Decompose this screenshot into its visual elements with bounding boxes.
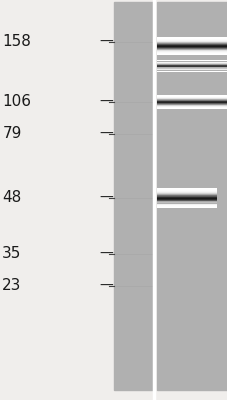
Bar [157, 45, 227, 46]
Bar [157, 191, 217, 192]
Bar [157, 193, 217, 194]
Bar [157, 48, 227, 49]
Bar [157, 40, 227, 41]
Bar [157, 41, 227, 42]
Bar [157, 43, 227, 44]
Bar [157, 194, 217, 195]
Bar [157, 47, 227, 48]
Bar [157, 50, 227, 51]
Text: 23: 23 [2, 278, 22, 294]
Bar [157, 201, 217, 202]
Text: —: — [99, 95, 112, 109]
Bar [157, 206, 217, 207]
Text: 48: 48 [2, 190, 21, 206]
Bar [157, 54, 227, 55]
Text: —: — [99, 35, 112, 49]
Bar [114, 2, 153, 390]
Bar [157, 195, 217, 196]
Bar [157, 199, 217, 200]
Text: —: — [99, 191, 112, 205]
Bar [157, 51, 227, 52]
Bar [157, 38, 227, 39]
Text: 79: 79 [2, 126, 22, 142]
Bar [157, 42, 227, 43]
Text: —: — [99, 279, 112, 293]
Bar [157, 205, 217, 206]
Bar [157, 198, 217, 199]
Bar [157, 196, 217, 197]
Bar [157, 204, 217, 205]
Bar [157, 200, 217, 201]
Bar [157, 39, 227, 40]
Bar [157, 37, 227, 38]
Text: 158: 158 [2, 34, 31, 50]
Bar [157, 190, 217, 191]
Bar [157, 203, 217, 204]
Bar [157, 46, 227, 47]
Text: 35: 35 [2, 246, 22, 262]
Text: 106: 106 [2, 94, 31, 110]
Bar [157, 53, 227, 54]
Bar [157, 197, 217, 198]
Text: —: — [99, 247, 112, 261]
Bar [157, 188, 217, 189]
Bar [157, 189, 217, 190]
Bar [157, 207, 217, 208]
Bar [157, 44, 227, 45]
Bar [157, 202, 217, 203]
Bar [157, 49, 227, 50]
Bar [157, 2, 227, 390]
Text: —: — [99, 127, 112, 141]
Bar [157, 192, 217, 193]
